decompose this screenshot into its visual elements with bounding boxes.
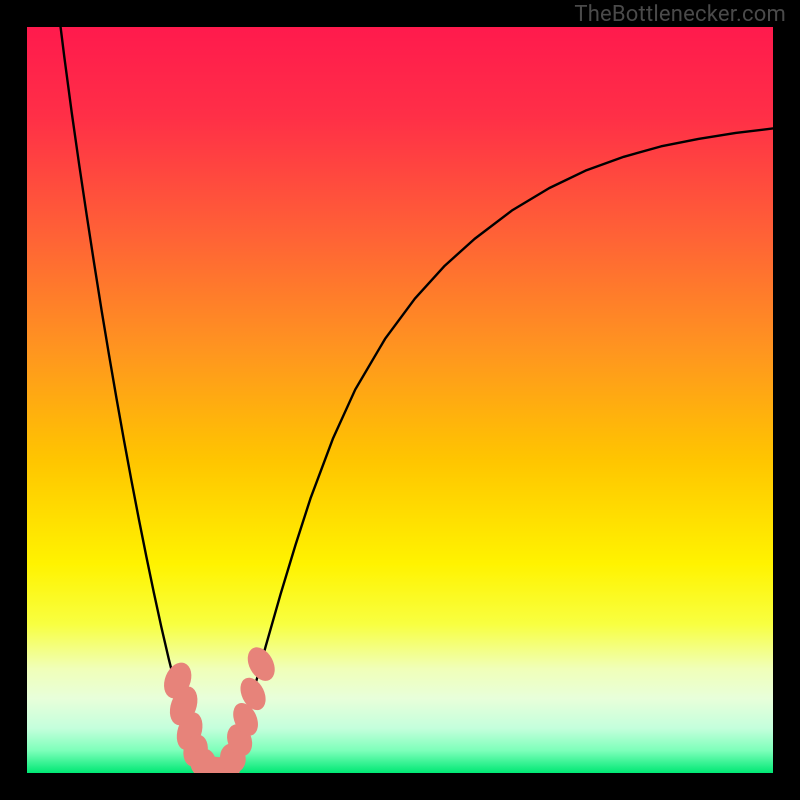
watermark-text: TheBottlenecker.com (574, 2, 786, 27)
series-left_branch (61, 27, 218, 772)
plot-area (27, 27, 773, 773)
chart-svg (27, 27, 773, 773)
outer-frame: TheBottlenecker.com (0, 0, 800, 800)
markers-group (159, 643, 280, 773)
series-group (61, 27, 773, 772)
series-right_branch (217, 128, 773, 771)
